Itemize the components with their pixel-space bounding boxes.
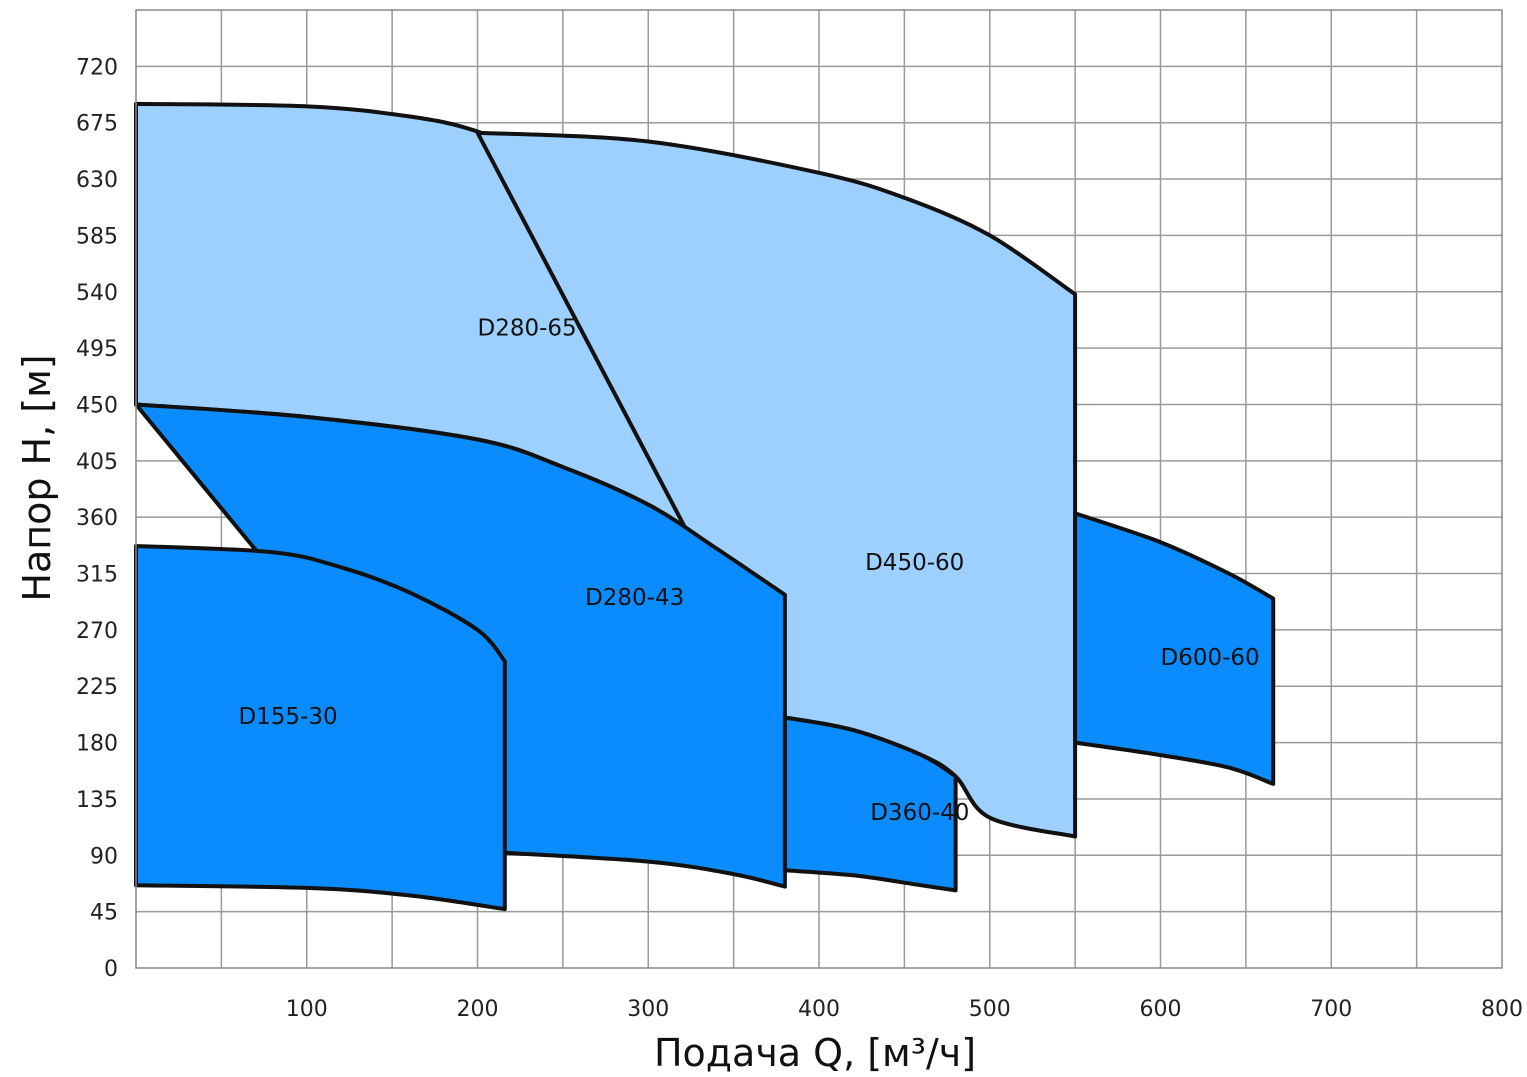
y-tick-label: 495: [76, 337, 118, 362]
y-tick-label: 720: [76, 55, 118, 80]
y-tick-label: 630: [76, 168, 118, 193]
y-tick-label: 315: [76, 563, 118, 588]
x-tick-label: 500: [969, 997, 1011, 1022]
region-d600-60: [1073, 511, 1276, 786]
pump-regions: [134, 101, 1276, 912]
y-tick-label: 585: [76, 224, 118, 249]
y-tick-label: 90: [90, 844, 118, 869]
region-d155-30: [134, 544, 507, 912]
y-tick-label: 0: [104, 957, 118, 982]
y-tick-label: 360: [76, 506, 118, 531]
x-tick-label: 100: [286, 997, 328, 1022]
region-label: D360-40: [870, 800, 969, 826]
tick-labels: 100 200 300 400 500 600 700 800 0 45 90 135 180 225 27…: [76, 55, 1523, 1022]
y-tick-label: 675: [76, 112, 118, 137]
x-tick-label: 200: [457, 997, 499, 1022]
y-tick-label: 135: [76, 788, 118, 813]
x-tick-label: 400: [798, 997, 840, 1022]
x-tick-label: 300: [627, 997, 669, 1022]
y-axis-title: Напор H, [м]: [15, 354, 59, 601]
x-tick-label: 800: [1481, 997, 1523, 1022]
y-tick-label: 405: [76, 450, 118, 475]
x-axis-title: Подача Q, [м³/ч]: [654, 1031, 976, 1075]
region-label: D155-30: [238, 704, 337, 730]
region-label: D600-60: [1161, 645, 1260, 671]
y-tick-label: 45: [90, 901, 118, 926]
y-tick-label: 225: [76, 675, 118, 700]
region-label: D450-60: [865, 550, 964, 576]
y-tick-label: 540: [76, 281, 118, 306]
region-d360-40: [782, 715, 958, 893]
y-tick-label: 270: [76, 619, 118, 644]
x-tick-label: 600: [1140, 997, 1182, 1022]
x-tick-label: 700: [1310, 997, 1352, 1022]
region-labels: D280-65 D450-60 D280-43 D155-30 D360-40 D600-…: [238, 316, 1259, 827]
plot-frame: [135, 9, 1503, 969]
region-label: D280-43: [585, 585, 684, 611]
y-tick-label: 180: [76, 732, 118, 757]
y-tick-label: 450: [76, 393, 118, 418]
region-label: D280-65: [478, 316, 577, 342]
